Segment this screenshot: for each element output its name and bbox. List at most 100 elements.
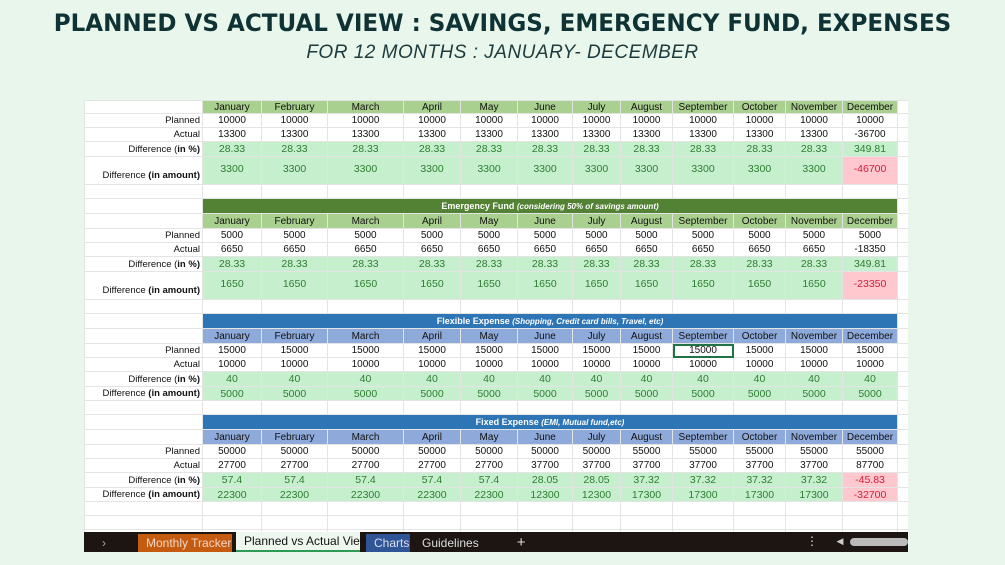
diff-pct-cell[interactable]: 40 (261, 371, 328, 387)
empty-cell[interactable] (897, 371, 908, 387)
month-header[interactable]: December (842, 213, 898, 229)
actual-cell[interactable]: 10000 (785, 357, 843, 372)
empty-cell[interactable] (785, 501, 843, 516)
tab-planned-vs-actual-view[interactable]: Planned vs Actual View (236, 532, 369, 552)
empty-cell[interactable] (897, 242, 908, 257)
diff-pct-cell[interactable]: 40 (672, 371, 734, 387)
diff-pct-cell[interactable]: 28.33 (327, 141, 404, 157)
diff-pct-cell[interactable]: 57.4 (403, 472, 461, 488)
month-header[interactable]: October (733, 100, 786, 114)
actual-cell[interactable]: 10000 (403, 357, 461, 372)
empty-cell[interactable] (785, 299, 843, 314)
planned-cell[interactable]: 15000 (202, 343, 262, 358)
actual-cell[interactable]: 87700 (842, 458, 898, 473)
empty-cell[interactable] (842, 515, 898, 530)
planned-cell[interactable]: 10000 (403, 113, 461, 128)
actual-cell[interactable]: 13300 (202, 127, 262, 142)
empty-cell[interactable] (572, 299, 621, 314)
planned-cell[interactable]: 10000 (672, 113, 734, 128)
planned-cell[interactable]: 10000 (785, 113, 843, 128)
diff-amt-cell[interactable]: 5000 (733, 386, 786, 401)
empty-cell[interactable] (897, 487, 908, 502)
planned-cell[interactable]: 50000 (460, 444, 518, 459)
empty-cell[interactable] (84, 501, 203, 516)
row-label[interactable]: Actual (84, 357, 203, 372)
actual-cell[interactable]: 37700 (733, 458, 786, 473)
empty-cell[interactable] (460, 515, 518, 530)
empty-cell[interactable] (897, 429, 908, 445)
empty-cell[interactable] (202, 501, 262, 516)
diff-amt-cell[interactable]: 5000 (261, 386, 328, 401)
empty-cell[interactable] (897, 299, 908, 314)
empty-cell[interactable] (897, 228, 908, 243)
month-header[interactable]: February (261, 213, 328, 229)
month-header[interactable]: December (842, 328, 898, 344)
empty-cell[interactable] (261, 400, 328, 415)
planned-cell[interactable]: 50000 (517, 444, 573, 459)
empty-cell[interactable] (897, 156, 908, 185)
actual-cell[interactable]: 10000 (733, 357, 786, 372)
planned-cell[interactable]: 55000 (842, 444, 898, 459)
actual-cell[interactable]: 27700 (403, 458, 461, 473)
diff-amt-cell[interactable]: 12300 (517, 487, 573, 502)
empty-cell[interactable] (84, 213, 203, 229)
diff-amt-cell[interactable]: -23350 (842, 271, 898, 300)
empty-cell[interactable] (572, 400, 621, 415)
planned-cell[interactable]: 5000 (517, 228, 573, 243)
diff-pct-cell[interactable]: 37.32 (672, 472, 734, 488)
empty-cell[interactable] (897, 472, 908, 488)
month-header[interactable]: April (403, 328, 461, 344)
empty-cell[interactable] (897, 113, 908, 128)
month-header[interactable]: November (785, 213, 843, 229)
diff-amt-cell[interactable]: 3300 (733, 156, 786, 185)
diff-amt-cell[interactable]: 3300 (620, 156, 673, 185)
diff-amt-cell[interactable]: 5000 (327, 386, 404, 401)
planned-cell[interactable]: 10000 (842, 113, 898, 128)
empty-cell[interactable] (403, 184, 461, 199)
diff-pct-cell[interactable]: -45.83 (842, 472, 898, 488)
diff-amt-cell[interactable]: 22300 (261, 487, 328, 502)
diff-pct-cell[interactable]: 40 (327, 371, 404, 387)
diff-pct-cell[interactable]: 40 (572, 371, 621, 387)
actual-cell[interactable]: 27700 (327, 458, 404, 473)
actual-cell[interactable]: 6650 (785, 242, 843, 257)
empty-cell[interactable] (897, 400, 908, 415)
planned-cell[interactable]: 10000 (460, 113, 518, 128)
diff-amt-cell[interactable]: 1650 (620, 271, 673, 300)
empty-cell[interactable] (620, 515, 673, 530)
month-header[interactable]: April (403, 100, 461, 114)
empty-cell[interactable] (785, 184, 843, 199)
month-header[interactable]: August (620, 328, 673, 344)
diff-amt-cell[interactable]: 12300 (572, 487, 621, 502)
actual-cell[interactable]: 37700 (517, 458, 573, 473)
month-header[interactable]: January (202, 328, 262, 344)
empty-cell[interactable] (327, 184, 404, 199)
diff-amt-cell[interactable]: 1650 (403, 271, 461, 300)
diff-amt-cell[interactable]: 5000 (202, 386, 262, 401)
empty-cell[interactable] (403, 400, 461, 415)
diff-pct-cell[interactable]: 28.33 (261, 256, 328, 272)
month-header[interactable]: July (572, 429, 621, 445)
empty-cell[interactable] (261, 184, 328, 199)
planned-cell[interactable]: 5000 (327, 228, 404, 243)
empty-cell[interactable] (84, 198, 203, 214)
planned-cell[interactable]: 15000 (572, 343, 621, 358)
empty-cell[interactable] (620, 184, 673, 199)
planned-cell[interactable]: 5000 (460, 228, 518, 243)
planned-cell[interactable]: 15000 (327, 343, 404, 358)
month-header[interactable]: June (517, 213, 573, 229)
empty-cell[interactable] (261, 299, 328, 314)
empty-cell[interactable] (672, 515, 734, 530)
row-label[interactable]: Difference (in amount) (84, 386, 203, 401)
empty-cell[interactable] (897, 444, 908, 459)
diff-pct-cell[interactable]: 28.05 (517, 472, 573, 488)
month-header[interactable]: March (327, 100, 404, 114)
diff-pct-cell[interactable]: 57.4 (202, 472, 262, 488)
planned-cell[interactable]: 10000 (733, 113, 786, 128)
diff-amt-cell[interactable]: 5000 (672, 386, 734, 401)
actual-cell[interactable]: 10000 (517, 357, 573, 372)
month-header[interactable]: October (733, 213, 786, 229)
diff-pct-cell[interactable]: 28.33 (672, 256, 734, 272)
planned-cell[interactable]: 10000 (620, 113, 673, 128)
row-label[interactable]: Difference (in %) (84, 141, 203, 157)
